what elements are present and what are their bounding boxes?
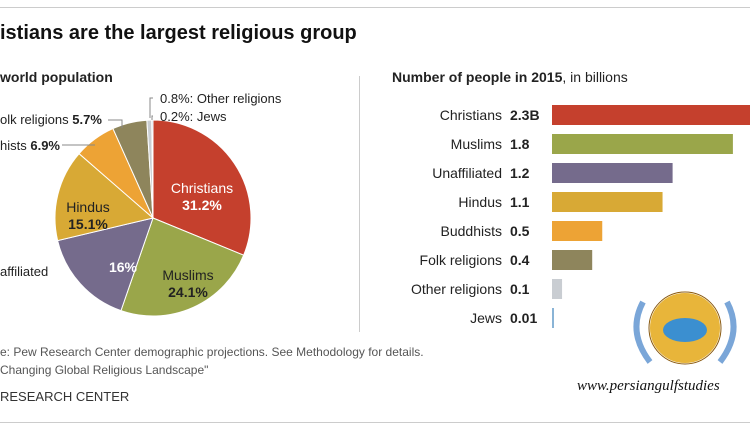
divider: [359, 76, 360, 332]
org-name: RESEARCH CENTER: [0, 389, 130, 404]
bar-hindus: [552, 192, 663, 212]
bar-jews: [552, 308, 554, 328]
watermark-url: www.persiangulfstudies: [577, 378, 720, 394]
bar-other-religions: [552, 279, 563, 299]
callout-unaffiliated: affiliated: [0, 264, 49, 279]
bar-buddhists: [552, 221, 603, 241]
leader-line: [108, 119, 123, 128]
top-rule: [0, 7, 750, 8]
bar-category-label: Buddhists: [441, 223, 502, 239]
bar-subtitle: Number of people in 2015, in billions: [392, 69, 628, 85]
bar-value-label: 2.3B: [510, 107, 540, 123]
leader-line: [149, 97, 153, 118]
callout-jews: 0.2%: Jews: [160, 109, 227, 124]
bar-category-label: Folk religions: [420, 252, 502, 268]
pie-slice-muslims: [120, 217, 245, 317]
callout-buddhists: hists 6.9%: [0, 138, 60, 153]
bottom-rule: [0, 422, 750, 423]
pie-slice-jews: [151, 119, 154, 219]
bar-value-label: 0.01: [510, 310, 537, 326]
leader-line: [151, 115, 153, 120]
pie-label-name: Muslims: [162, 267, 213, 283]
bar-category-label: Jews: [470, 310, 502, 326]
bar-category-label: Hindus: [458, 194, 502, 210]
pie-label-name: Christians: [171, 180, 233, 196]
pie-subtitle: world population: [0, 69, 113, 85]
bar-value-label: 0.5: [510, 223, 530, 239]
bar-value-label: 1.1: [510, 194, 530, 210]
pie-label-value: 15.1%: [68, 216, 108, 232]
bar-category-label: Other religions: [411, 281, 502, 297]
bar-value-label: 0.1: [510, 281, 530, 297]
bar-unaffiliated: [552, 163, 673, 183]
bar-christians: [552, 105, 750, 125]
bar-muslims: [552, 134, 733, 154]
pie-label-name: Hindus: [66, 199, 110, 215]
bar-category-label: Unaffiliated: [432, 165, 502, 181]
pie-label-value: 31.2%: [182, 197, 222, 213]
bar-value-label: 0.4: [510, 252, 530, 268]
pie-slice-christians: [152, 119, 252, 256]
bar-subtitle-bold: Number of people in 2015: [392, 69, 563, 85]
chart-title: istians are the largest religious group: [0, 22, 357, 44]
source-line-2: Changing Global Religious Landscape": [0, 363, 209, 377]
bar-subtitle-rest: , in billions: [562, 69, 628, 85]
bar-value-label: 1.2: [510, 165, 530, 181]
bar-value-label: 1.8: [510, 136, 530, 152]
pie-label-value: 16%: [109, 259, 138, 275]
pie-label-value: 24.1%: [168, 284, 208, 300]
bar-category-label: Christians: [440, 107, 502, 123]
bar-chart: Christians 2.3B Muslims 1.8 Unaffiliated 1.2 H…: [411, 105, 750, 328]
persian-gulf-logo: [633, 291, 737, 365]
source-line-1: e: Pew Research Center demographic proje…: [0, 345, 424, 359]
bar-category-label: Muslims: [451, 136, 502, 152]
pie-slice-hindus: [54, 152, 155, 242]
bar-folk-religions: [552, 250, 593, 270]
callout-folk: olk religions 5.7%: [0, 112, 102, 127]
pie-slice-unaffiliated: [57, 217, 154, 312]
callout-other: 0.8%: Other religions: [160, 91, 282, 106]
